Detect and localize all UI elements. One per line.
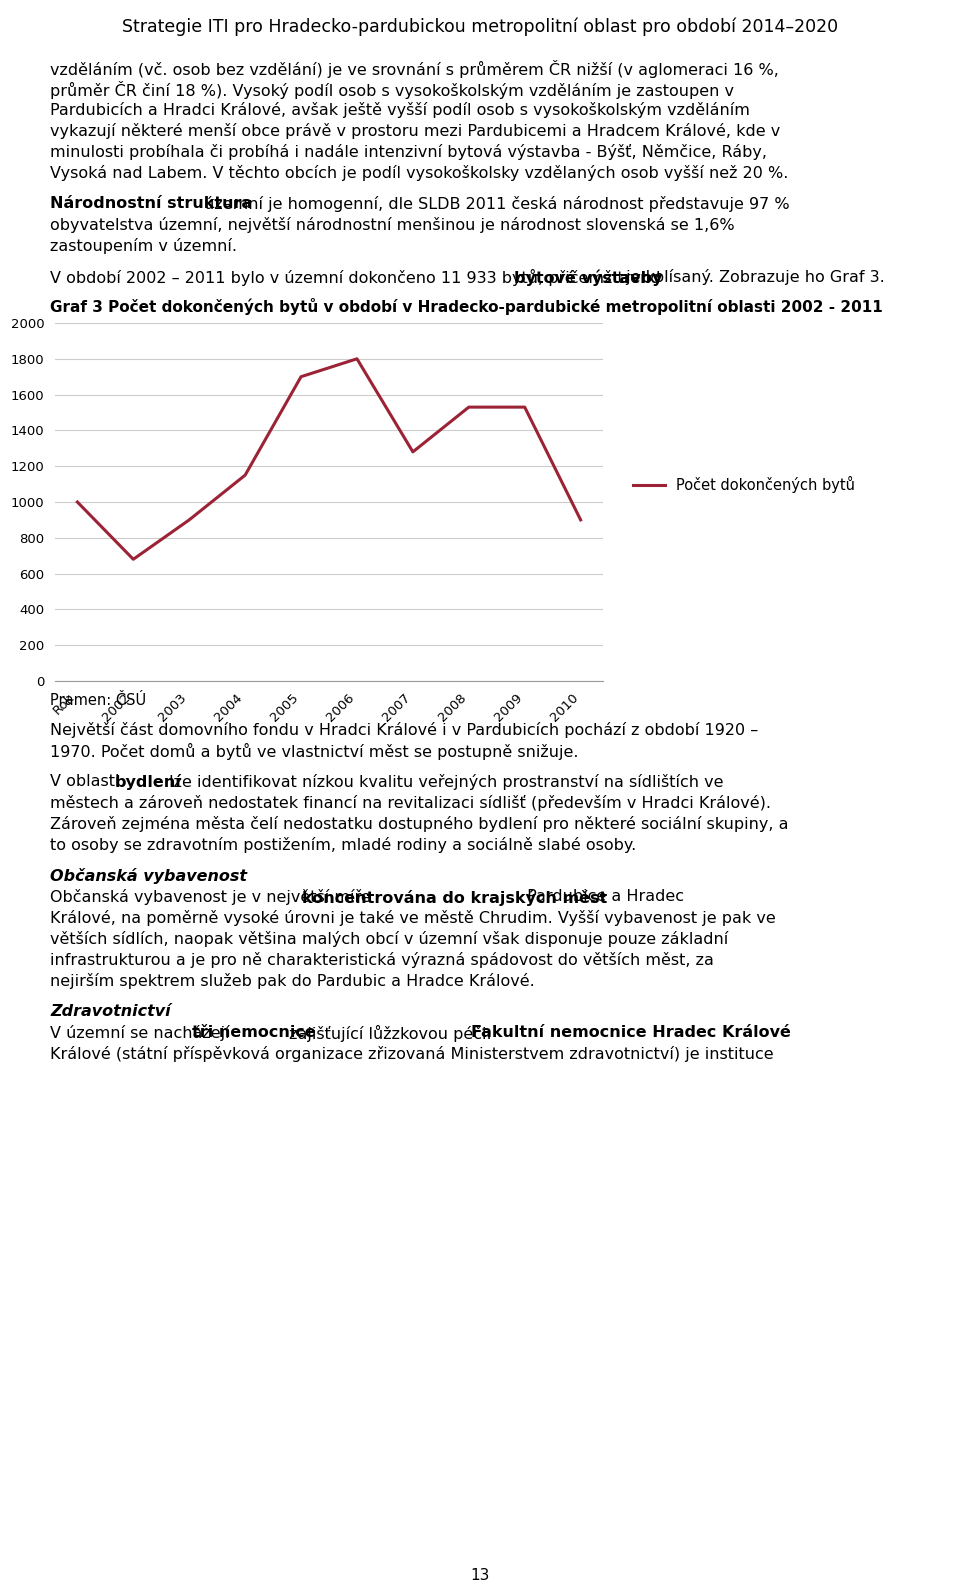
Text: Pardubice a Hradec: Pardubice a Hradec	[521, 888, 684, 904]
Text: minulosti probíhala či probíhá i nadále intenzivní bytová výstavba - Býšť, Němči: minulosti probíhala či probíhá i nadále …	[50, 145, 767, 160]
Text: tři nemocnice: tři nemocnice	[192, 1025, 316, 1039]
Text: Občanská vybavenost je v největší míře: Občanská vybavenost je v největší míře	[50, 888, 376, 906]
Text: Pramen: ČSÚ: Pramen: ČSÚ	[50, 693, 146, 709]
Legend: Počet dokončených bytů: Počet dokončených bytů	[627, 470, 861, 499]
Text: nejirším spektrem služeb pak do Pardubic a Hradce Králové.: nejirším spektrem služeb pak do Pardubic…	[50, 972, 535, 988]
Text: Zdravotnictví: Zdravotnictví	[50, 1004, 171, 1019]
Text: městech a zároveň nedostatek financí na revitalizaci sídlišť (především v Hradci: městech a zároveň nedostatek financí na …	[50, 794, 771, 810]
Text: větších sídlích, naopak většina malých obcí v územní však disponuje pouze základ: větších sídlích, naopak většina malých o…	[50, 931, 729, 947]
Text: V oblasti: V oblasti	[50, 774, 125, 790]
Text: bydlení: bydlení	[114, 774, 181, 790]
Text: vykazují některé menší obce právě v prostoru mezi Pardubicemi a Hradcem Králové,: vykazují některé menší obce právě v pros…	[50, 122, 780, 138]
Text: zajišťující lůžzkovou péči.: zajišťující lůžzkovou péči.	[284, 1025, 497, 1042]
Text: Vysoká nad Labem. V těchto obcích je podíl vysokoškolsky vzdělaných osob vyšší n: Vysoká nad Labem. V těchto obcích je pod…	[50, 165, 788, 181]
Text: vzděláním (vč. osob bez vzdělání) je ve srovnání s průměrem ČR nižší (v aglomera: vzděláním (vč. osob bez vzdělání) je ve …	[50, 60, 779, 78]
Text: obyvatelstva územní, největší národnostní menšinou je národnost slovenská se 1,6: obyvatelstva územní, největší národnostn…	[50, 218, 734, 234]
Text: Národnostní struktura: Národnostní struktura	[50, 195, 252, 211]
Text: Občanská vybavenost: Občanská vybavenost	[50, 868, 247, 883]
Text: Králové (státní příspěvková organizace zřizovaná Ministerstvem zdravotnictví) je: Králové (státní příspěvková organizace z…	[50, 1046, 774, 1061]
Text: Strategie ITI pro Hradecko-pardubickou metropolitní oblast pro období 2014–2020: Strategie ITI pro Hradecko-pardubickou m…	[122, 17, 838, 37]
Text: Pardubicích a Hradci Králové, avšak ještě vyšší podíl osob s vysokoškolským vzdě: Pardubicích a Hradci Králové, avšak ješt…	[50, 102, 750, 118]
Text: to osoby se zdravotním postižením, mladé rodiny a sociálně slabé osoby.: to osoby se zdravotním postižením, mladé…	[50, 837, 636, 853]
Text: Zároveň zejména města čelí nedostatku dostupného bydlení pro některé sociální sk: Zároveň zejména města čelí nedostatku do…	[50, 817, 788, 833]
Text: zastoupením v územní.: zastoupením v územní.	[50, 238, 237, 254]
Text: 1970. Počet domů a bytů ve vlastnictví měst se postupně snižuje.: 1970. Počet domů a bytů ve vlastnictví m…	[50, 744, 579, 760]
Text: V období 2002 – 2011 bylo v územní dokončeno 11 933 bytů, přičemž trend: V období 2002 – 2011 bylo v územní dokon…	[50, 269, 665, 286]
Text: je kolísaný. Zobrazuje ho Graf 3.: je kolísaný. Zobrazuje ho Graf 3.	[621, 269, 885, 284]
Text: 13: 13	[470, 1568, 490, 1583]
Text: územní je homogenní, dle SLDB 2011 česká národnost představuje 97 %: územní je homogenní, dle SLDB 2011 česká…	[199, 195, 790, 211]
Text: průměr ČR činí 18 %). Vysoký podíl osob s vysokoškolským vzděláním je zastoupen : průměr ČR činí 18 %). Vysoký podíl osob …	[50, 81, 734, 99]
Text: V územní se nacházejí: V územní se nacházejí	[50, 1025, 235, 1041]
Text: koncentrována do krajských měst: koncentrována do krajských měst	[301, 888, 607, 906]
Text: lze identifikovat nízkou kvalitu veřejných prostranství na sídlištích ve: lze identifikovat nízkou kvalitu veřejný…	[164, 774, 724, 790]
Text: infrastrukturou a je pro ně charakteristická výrazná spádovost do větších měst, : infrastrukturou a je pro ně charakterist…	[50, 952, 714, 968]
Text: Největší část domovního fondu v Hradci Králové i v Pardubicích pochází z období : Největší část domovního fondu v Hradci K…	[50, 721, 758, 737]
Text: Králové, na poměrně vysoké úrovni je také ve městě Chrudim. Vyšší vybavenost je : Králové, na poměrně vysoké úrovni je tak…	[50, 910, 776, 926]
Text: bytové výstavby: bytové výstavby	[515, 269, 663, 286]
Text: Fakultní nemocnice Hradec Králové: Fakultní nemocnice Hradec Králové	[471, 1025, 791, 1039]
Text: Graf 3 Počet dokončených bytů v období v Hradecko-pardubické metropolitní oblast: Graf 3 Počet dokončených bytů v období v…	[50, 299, 883, 315]
